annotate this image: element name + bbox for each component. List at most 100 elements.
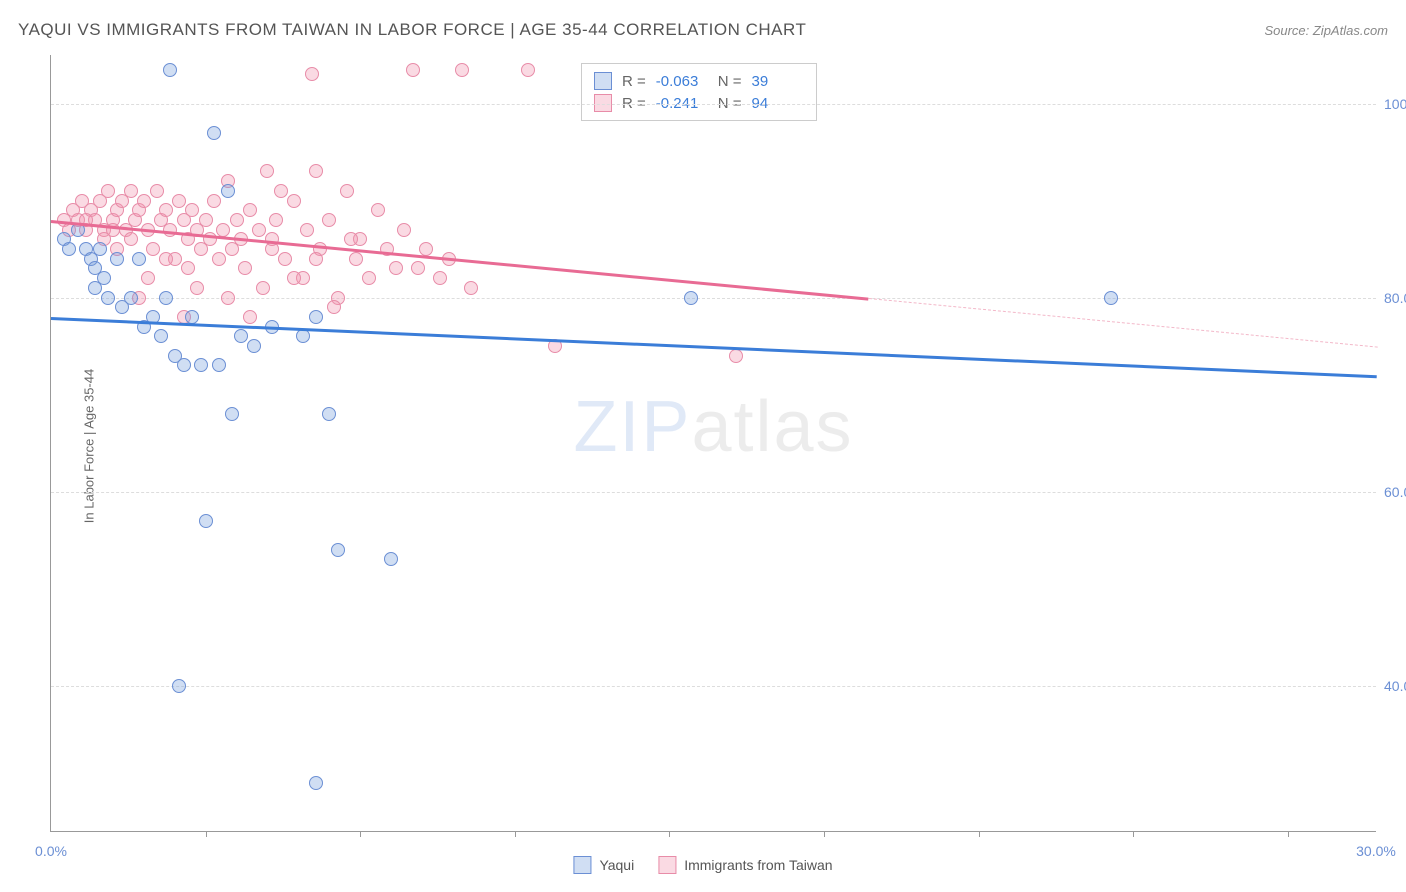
scatter-point	[243, 310, 257, 324]
scatter-point	[221, 184, 235, 198]
scatter-point	[684, 291, 698, 305]
gridline-h	[51, 492, 1376, 493]
scatter-point	[110, 252, 124, 266]
scatter-point	[181, 261, 195, 275]
scatter-point	[309, 310, 323, 324]
scatter-point	[274, 184, 288, 198]
scatter-point	[172, 194, 186, 208]
legend-label: Yaqui	[599, 857, 634, 873]
gridline-h	[51, 686, 1376, 687]
scatter-point	[154, 329, 168, 343]
scatter-point	[234, 329, 248, 343]
scatter-point	[265, 232, 279, 246]
x-tick-mark	[824, 831, 825, 837]
x-tick-label: 30.0%	[1356, 843, 1396, 859]
r-label: R =	[622, 73, 646, 90]
r-value: -0.063	[656, 73, 708, 90]
scatter-point	[101, 291, 115, 305]
scatter-point	[212, 252, 226, 266]
scatter-point	[406, 63, 420, 77]
scatter-point	[278, 252, 292, 266]
scatter-point	[327, 300, 341, 314]
scatter-point	[521, 63, 535, 77]
scatter-point	[433, 271, 447, 285]
scatter-point	[300, 223, 314, 237]
legend-swatch	[573, 856, 591, 874]
scatter-point	[340, 184, 354, 198]
scatter-point	[190, 281, 204, 295]
scatter-point	[243, 203, 257, 217]
y-tick-label: 60.0%	[1384, 484, 1406, 500]
y-tick-label: 40.0%	[1384, 678, 1406, 694]
scatter-point	[252, 223, 266, 237]
scatter-point	[132, 252, 146, 266]
correlation-legend: R =-0.063N =39R =-0.241N =94	[581, 63, 817, 121]
scatter-point	[371, 203, 385, 217]
scatter-point	[455, 63, 469, 77]
scatter-point	[1104, 291, 1118, 305]
scatter-point	[185, 310, 199, 324]
scatter-point	[199, 213, 213, 227]
source-attribution: Source: ZipAtlas.com	[1264, 23, 1388, 38]
legend-swatch	[658, 856, 676, 874]
n-label: N =	[718, 73, 742, 90]
scatter-point	[349, 252, 363, 266]
scatter-point	[150, 184, 164, 198]
y-tick-label: 80.0%	[1384, 290, 1406, 306]
scatter-point	[419, 242, 433, 256]
scatter-point	[260, 164, 274, 178]
x-tick-mark	[206, 831, 207, 837]
scatter-point	[362, 271, 376, 285]
scatter-point	[287, 271, 301, 285]
scatter-point	[389, 261, 403, 275]
scatter-point	[212, 358, 226, 372]
scatter-point	[322, 407, 336, 421]
scatter-point	[137, 194, 151, 208]
watermark: ZIPatlas	[573, 386, 853, 468]
x-tick-mark	[669, 831, 670, 837]
scatter-point	[185, 203, 199, 217]
n-value: 39	[752, 73, 804, 90]
scatter-point	[309, 776, 323, 790]
scatter-point	[207, 126, 221, 140]
scatter-point	[88, 281, 102, 295]
scatter-point	[397, 223, 411, 237]
scatter-point	[124, 232, 138, 246]
scatter-point	[163, 63, 177, 77]
scatter-point	[221, 291, 235, 305]
scatter-point	[159, 252, 173, 266]
scatter-point	[159, 291, 173, 305]
scatter-point	[124, 184, 138, 198]
scatter-point	[305, 67, 319, 81]
scatter-point	[384, 552, 398, 566]
scatter-point	[230, 213, 244, 227]
chart-plot-area: ZIPatlas R =-0.063N =39R =-0.241N =94 40…	[50, 55, 1376, 832]
legend-item: Yaqui	[573, 856, 634, 874]
x-tick-mark	[979, 831, 980, 837]
scatter-point	[729, 349, 743, 363]
scatter-point	[62, 242, 76, 256]
legend-label: Immigrants from Taiwan	[684, 857, 832, 873]
scatter-point	[124, 291, 138, 305]
scatter-point	[199, 514, 213, 528]
chart-title: YAQUI VS IMMIGRANTS FROM TAIWAN IN LABOR…	[18, 20, 806, 40]
scatter-point	[269, 213, 283, 227]
scatter-point	[207, 194, 221, 208]
scatter-point	[159, 203, 173, 217]
scatter-point	[322, 213, 336, 227]
scatter-point	[101, 184, 115, 198]
chart-header: YAQUI VS IMMIGRANTS FROM TAIWAN IN LABOR…	[18, 20, 1388, 40]
scatter-point	[225, 407, 239, 421]
x-tick-mark	[1133, 831, 1134, 837]
scatter-point	[146, 242, 160, 256]
x-tick-mark	[1288, 831, 1289, 837]
scatter-point	[296, 329, 310, 343]
legend-swatch	[594, 72, 612, 90]
scatter-point	[216, 223, 230, 237]
series-legend: Yaqui Immigrants from Taiwan	[573, 856, 832, 874]
x-tick-mark	[515, 831, 516, 837]
scatter-point	[309, 252, 323, 266]
watermark-part1: ZIP	[573, 387, 691, 467]
gridline-h	[51, 298, 1376, 299]
scatter-point	[344, 232, 358, 246]
